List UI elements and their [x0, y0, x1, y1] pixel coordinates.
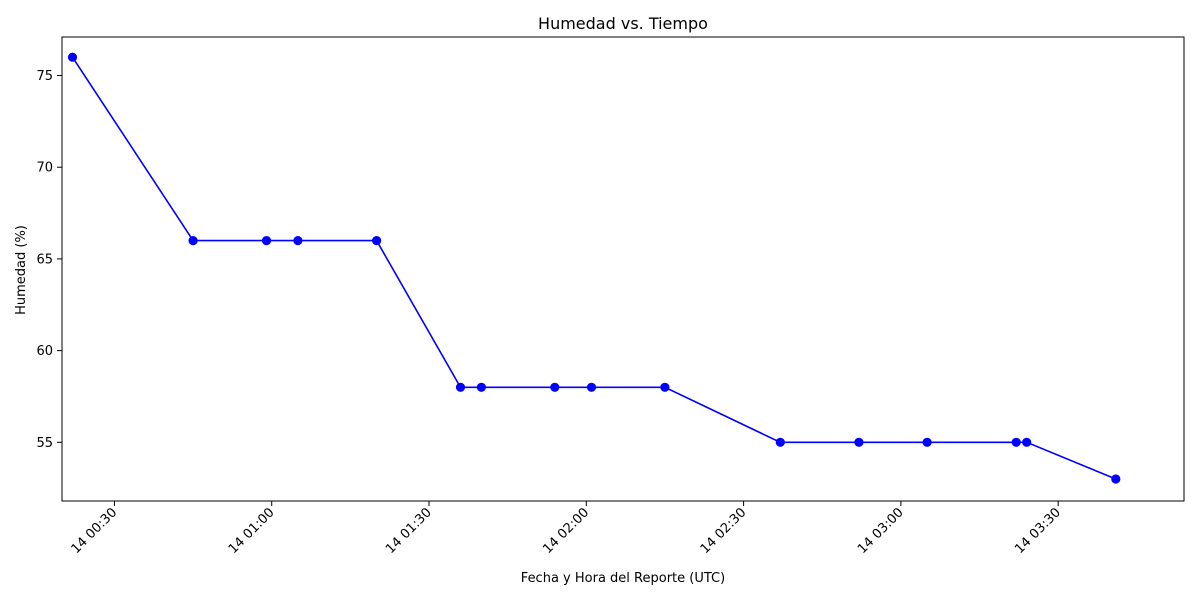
data-point	[1111, 474, 1121, 484]
data-point	[586, 382, 597, 392]
data-point	[455, 382, 466, 392]
x-axis-label: Fecha y Hora del Reporte (UTC)	[521, 571, 725, 586]
series-line	[71, 56, 1117, 480]
y-tick-label: 75	[36, 69, 53, 84]
y-axis-label: Humedad (%)	[14, 225, 29, 315]
data-point	[922, 437, 932, 447]
y-axis-ticks: 55 60 65 70 75	[36, 69, 62, 451]
data-point	[1011, 437, 1021, 447]
y-tick-label: 60	[36, 344, 53, 359]
data-point	[550, 382, 560, 392]
y-tick-label: 55	[36, 436, 53, 451]
data-point	[188, 236, 198, 246]
data-point	[660, 382, 670, 392]
data-point	[1022, 437, 1032, 447]
data-point	[775, 437, 785, 447]
data-point	[476, 382, 486, 392]
data-point	[372, 236, 382, 246]
chart-title: Humedad vs. Tiempo	[538, 14, 708, 33]
data-point	[261, 236, 272, 246]
y-tick-label: 65	[36, 252, 53, 267]
data-point	[293, 236, 303, 246]
series-layer	[67, 52, 1121, 484]
data-point	[854, 437, 864, 447]
data-point	[67, 52, 78, 62]
plot-frame	[61, 36, 1185, 502]
y-tick-label: 70	[36, 161, 53, 176]
